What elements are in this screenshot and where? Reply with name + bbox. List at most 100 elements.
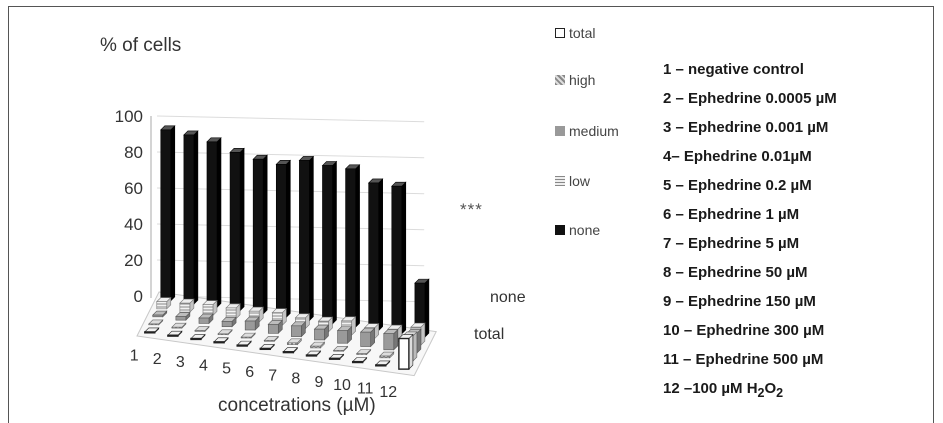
depth-label-none: none [490,289,526,306]
key-item-12: 12 –100 µM H2O2 [663,380,784,400]
x-tick-label: 8 [291,371,300,388]
y-tick-label: 60 [124,179,143,198]
bar-total [398,337,410,370]
x-tick-label: 6 [245,364,254,381]
key-item-6: 6 – Ephedrine 1 µM [663,206,800,223]
bar-total [236,344,248,347]
bar-medium [175,316,187,321]
bar-high [263,340,275,342]
legend-item-medium: medium [555,123,619,139]
bar-side-none [424,278,430,338]
bar-total [259,347,271,351]
y-axis-title: % of cells [100,35,182,56]
legend-label-high: high [569,72,596,88]
bar-side-high [412,331,418,362]
x-tick-label: 11 [357,380,374,397]
bar-high [240,336,252,339]
y-tick-label: 0 [134,287,143,306]
x-tick-label: 12 [379,384,397,401]
bar-high [148,323,160,326]
x-tick-label: 4 [199,357,208,374]
bar-medium [244,320,256,331]
bar-total [351,360,364,364]
bar-none [322,165,333,325]
key-item-5: 5 – Ephedrine 0.2 µM [663,177,812,194]
legend-item-high: high [555,72,595,88]
y-tick-label: 80 [124,143,143,162]
bar-medium [314,328,325,341]
legend-label-low: low [569,173,591,189]
key-item-1: 1 – negative control [663,61,804,78]
bar-low [156,301,168,310]
x-tick-label: 7 [268,367,277,384]
legend-label-total: total [569,25,596,41]
bar-side-none [216,137,222,309]
key-item-7: 7 – Ephedrine 5 µM [663,235,800,252]
bar-none [160,129,172,302]
concentration-key: 1 – negative control 2 – Ephedrine 0.000… [663,55,837,403]
bar-high [356,353,367,355]
bar-none [391,185,403,335]
bar-medium [267,324,279,334]
bar-none [229,152,241,312]
bar-none [345,168,356,328]
bar-total [375,364,387,367]
x-tick-label: 2 [153,351,162,368]
gridline [156,151,425,159]
bar-total [167,334,179,337]
bar-medium [221,321,233,328]
bar-total [282,351,295,354]
bar-side-none [332,160,337,325]
x-tick-label: 9 [314,374,323,391]
y-tick-label: 100 [115,107,143,126]
bar-total [213,341,225,344]
bar-none [299,160,310,321]
bar-total [144,331,156,334]
bar-medium [383,333,395,351]
key-item-11: 11 – Ephedrine 500 µM [663,351,824,368]
bar-high [333,350,344,352]
legend-item-low: low [555,173,590,189]
bar-high [310,345,321,349]
bar-total [305,354,318,357]
legend-item-none: none [555,222,600,238]
legend-swatch-medium [555,126,565,136]
bar-side-none [355,164,360,328]
bar-total [190,337,202,341]
bar-none [183,134,195,305]
y-tick-label: 20 [124,251,143,270]
bar-side-none [193,130,199,305]
x-tick-label: 3 [176,354,185,371]
legend-label-medium: medium [569,123,619,139]
bar-none [252,158,264,315]
bar-high [194,330,206,332]
legend-item-total: total [555,25,595,41]
bar-side-none [401,181,407,335]
bar-medium [360,331,371,347]
x-tick-label: 5 [222,361,231,378]
significance-annotation: *** [460,200,483,219]
bar-none [206,141,218,308]
bar-medium [152,314,164,318]
key-item-8: 8 – Ephedrine 50 µM [663,264,808,281]
legend-swatch-none [555,225,565,235]
bar-medium [291,325,302,337]
legend-swatch-low [555,176,565,186]
bar-medium [337,330,348,344]
key-item-10: 10 – Ephedrine 300 µM [663,322,825,339]
bar-high [217,333,229,336]
x-tick-label: 10 [333,377,351,394]
key-item-9: 9 – Ephedrine 150 µM [663,293,816,310]
gridline [156,115,425,123]
bar-side-none [309,155,314,322]
bar-none [275,164,287,318]
bar-high [171,326,183,329]
bar-total [328,357,341,360]
bar-none [368,182,379,331]
key-item-3: 3 – Ephedrine 0.001 µM [663,119,829,136]
bar-low [179,302,191,313]
bar-side-none [239,147,245,312]
x-axis-title: concetrations (µM) [218,395,376,416]
key-item-2: 2 – Ephedrine 0.0005 µM [663,90,837,107]
bar-side-none [378,178,383,332]
